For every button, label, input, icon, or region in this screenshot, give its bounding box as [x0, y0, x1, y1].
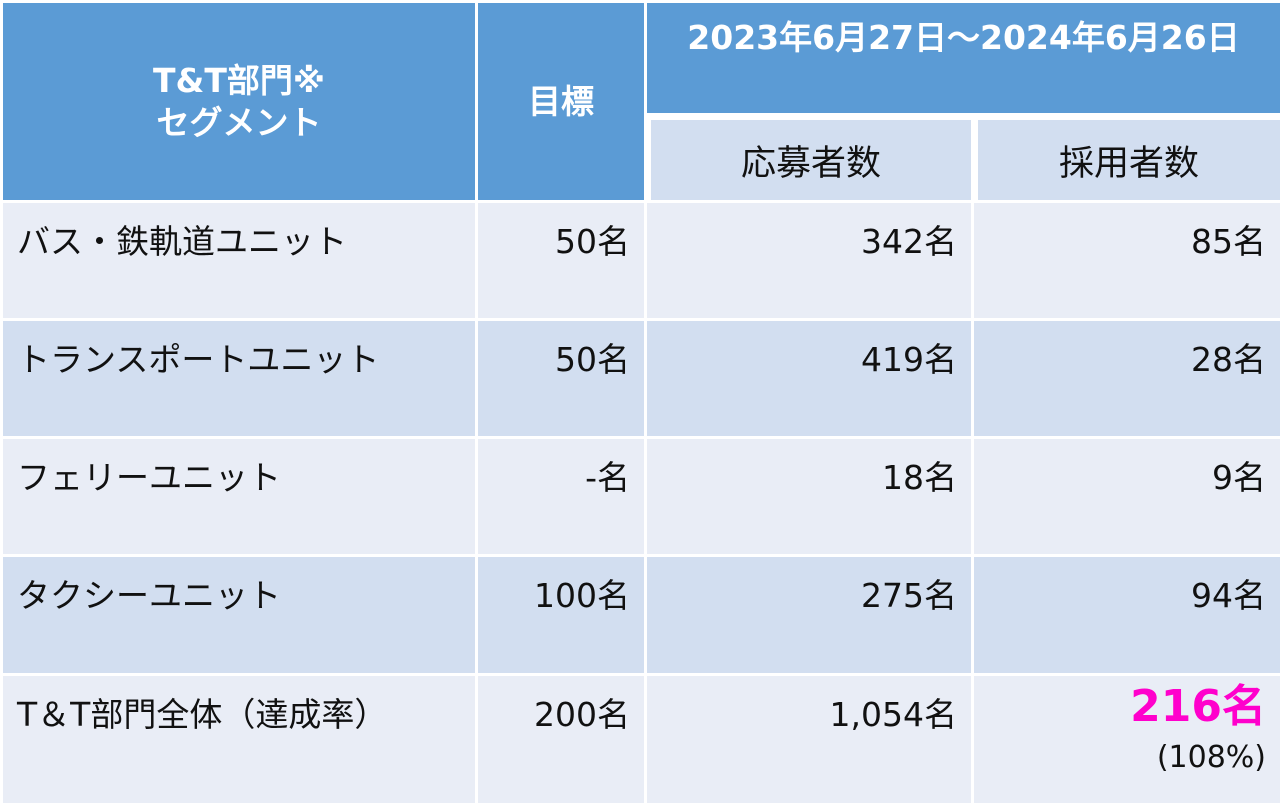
- target-cell: -名: [478, 439, 644, 555]
- achievement-rate: (108%): [1156, 739, 1266, 775]
- segment-cell: フェリーユニット: [3, 439, 475, 555]
- applicants-cell: 342名: [647, 203, 971, 319]
- segment-header-line2: セグメント: [156, 102, 322, 142]
- segment-header-line1: T&T部門※: [153, 61, 325, 101]
- segment-header: T&T部門※ セグメント: [3, 3, 475, 200]
- segment-cell: バス・鉄軌道ユニット: [3, 203, 475, 319]
- total-hires-value: 216名: [1130, 680, 1266, 732]
- segment-cell: トランスポートユニット: [3, 321, 475, 437]
- target-cell: 100名: [478, 557, 644, 673]
- applicants-header: 応募者数: [647, 116, 971, 200]
- applicants-cell: 419名: [647, 321, 971, 437]
- hires-header: 採用者数: [974, 116, 1280, 200]
- period-header: 2023年6月27日～2024年6月26日: [647, 3, 1280, 113]
- table-row: トランスポートユニット 50名 419名 28名: [3, 321, 1280, 437]
- segment-cell: タクシーユニット: [3, 557, 475, 673]
- hires-cell: 9名: [974, 439, 1280, 555]
- hires-cell: 85名: [974, 203, 1280, 319]
- hires-cell: 94名: [974, 557, 1280, 673]
- total-segment-cell: T＆T部門全体（達成率）: [3, 675, 475, 803]
- table-row: タクシーユニット 100名 275名 94名: [3, 557, 1280, 673]
- applicants-cell: 275名: [647, 557, 971, 673]
- table-row: フェリーユニット -名 18名 9名: [3, 439, 1280, 555]
- target-cell: 50名: [478, 321, 644, 437]
- target-header: 目標: [478, 3, 644, 200]
- total-applicants-cell: 1,054名: [647, 675, 971, 803]
- header-row: T&T部門※ セグメント 目標 2023年6月27日～2024年6月26日: [3, 3, 1280, 200]
- total-target-cell: 200名: [478, 675, 644, 803]
- hires-cell: 28名: [974, 321, 1280, 437]
- applicants-cell: 18名: [647, 439, 971, 555]
- total-hires-cell: 216名 (108%): [974, 675, 1280, 803]
- target-cell: 50名: [478, 203, 644, 319]
- table-row: バス・鉄軌道ユニット 50名 342名 85名: [3, 203, 1280, 319]
- subheader-row: 応募者数 採用者数: [3, 116, 1280, 200]
- total-row: T＆T部門全体（達成率） 200名 1,054名 216名 (108%): [3, 675, 1280, 803]
